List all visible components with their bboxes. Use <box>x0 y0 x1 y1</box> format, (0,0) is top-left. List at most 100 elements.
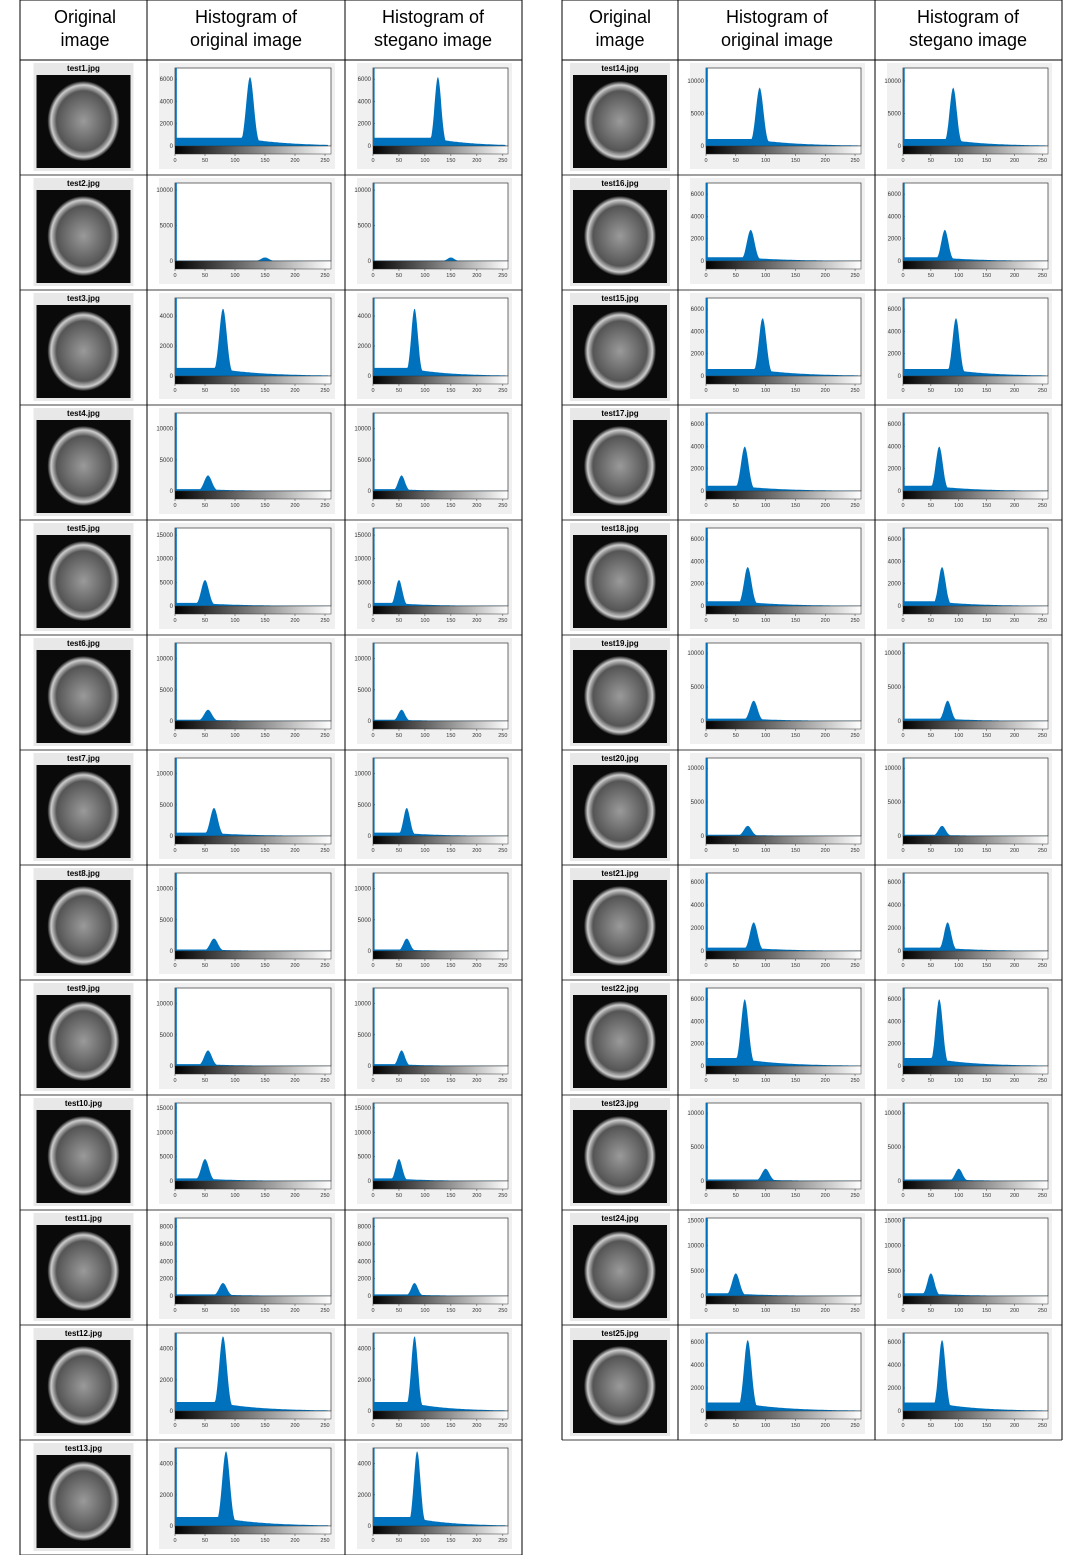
y-tick-label: 2000 <box>358 1493 372 1499</box>
x-tick-label: 100 <box>420 158 429 164</box>
x-tick-label: 100 <box>954 1308 963 1314</box>
y-tick-label: 5000 <box>888 685 902 691</box>
colorbar <box>706 491 861 499</box>
plot-area <box>903 298 1048 376</box>
x-tick-label: 150 <box>791 1308 800 1314</box>
x-tick-label: 100 <box>761 733 770 739</box>
x-tick-label: 0 <box>371 273 374 279</box>
mri-brain <box>48 541 120 621</box>
plot-area <box>175 1333 331 1411</box>
colorbar <box>903 146 1048 154</box>
x-tick-label: 0 <box>173 963 176 969</box>
x-tick-label: 150 <box>791 273 800 279</box>
plot-area <box>903 183 1048 261</box>
y-tick-label: 15000 <box>884 1219 901 1225</box>
y-tick-label: 6000 <box>691 1340 705 1346</box>
y-tick-label: 10000 <box>354 188 371 194</box>
x-tick-label: 250 <box>1038 503 1047 509</box>
x-tick-label: 50 <box>928 618 934 624</box>
y-tick-label: 6000 <box>888 1340 902 1346</box>
x-tick-label: 200 <box>472 848 481 854</box>
x-tick-label: 250 <box>320 1078 329 1084</box>
x-tick-label: 50 <box>396 388 402 394</box>
file-name: test9.jpg <box>67 984 100 993</box>
x-tick-label: 200 <box>1010 1078 1019 1084</box>
x-tick-label: 200 <box>1010 273 1019 279</box>
mri-brain <box>48 1346 120 1426</box>
y-tick-label: 5000 <box>358 458 372 464</box>
x-tick-label: 200 <box>1010 388 1019 394</box>
file-name: test7.jpg <box>67 754 100 763</box>
mri-brain <box>48 771 120 851</box>
y-tick-label: 8000 <box>358 1225 372 1231</box>
x-tick-label: 50 <box>733 158 739 164</box>
x-tick-label: 150 <box>791 848 800 854</box>
x-tick-label: 0 <box>371 1078 374 1084</box>
y-tick-label: 15000 <box>156 1106 173 1112</box>
x-tick-label: 0 <box>173 733 176 739</box>
x-tick-label: 250 <box>1038 733 1047 739</box>
x-tick-label: 100 <box>230 1078 239 1084</box>
y-tick-label: 6000 <box>888 192 902 198</box>
x-tick-label: 50 <box>733 1193 739 1199</box>
x-tick-label: 0 <box>704 158 707 164</box>
plot-area <box>373 528 508 606</box>
x-tick-label: 250 <box>320 273 329 279</box>
x-tick-label: 250 <box>850 273 859 279</box>
colorbar <box>373 261 508 269</box>
y-tick-label: 2000 <box>888 352 902 358</box>
y-tick-label: 6000 <box>691 537 705 543</box>
file-name: test5.jpg <box>67 524 100 533</box>
x-tick-label: 0 <box>173 503 176 509</box>
x-tick-label: 0 <box>901 1308 904 1314</box>
colorbar <box>373 1526 508 1534</box>
colorbar <box>175 491 331 499</box>
x-tick-label: 0 <box>901 1078 904 1084</box>
plot-area <box>903 413 1048 491</box>
x-tick-label: 200 <box>472 388 481 394</box>
y-tick-label: 6000 <box>888 422 902 428</box>
file-name: test22.jpg <box>601 984 638 993</box>
colorbar <box>373 721 508 729</box>
x-tick-label: 100 <box>761 158 770 164</box>
x-tick-label: 150 <box>260 848 269 854</box>
x-tick-label: 0 <box>901 388 904 394</box>
x-tick-label: 250 <box>498 1423 507 1429</box>
y-tick-label: 5000 <box>888 1269 902 1275</box>
x-tick-label: 250 <box>1038 158 1047 164</box>
x-tick-label: 0 <box>704 733 707 739</box>
x-tick-label: 250 <box>1038 1423 1047 1429</box>
x-tick-label: 0 <box>173 158 176 164</box>
y-tick-label: 4000 <box>691 1019 705 1025</box>
mri-brain <box>584 656 656 736</box>
y-tick-label: 6000 <box>691 307 705 313</box>
x-tick-label: 150 <box>446 963 455 969</box>
x-tick-label: 100 <box>230 503 239 509</box>
x-tick-label: 150 <box>982 618 991 624</box>
y-tick-label: 4000 <box>160 99 174 105</box>
x-tick-label: 100 <box>420 848 429 854</box>
x-tick-label: 150 <box>982 733 991 739</box>
mri-brain <box>48 196 120 276</box>
x-tick-label: 100 <box>230 273 239 279</box>
x-tick-label: 0 <box>371 618 374 624</box>
y-tick-label: 4000 <box>888 559 902 565</box>
x-tick-label: 200 <box>1010 503 1019 509</box>
x-tick-label: 150 <box>982 503 991 509</box>
y-tick-label: 5000 <box>691 1269 705 1275</box>
x-tick-label: 250 <box>320 1193 329 1199</box>
plot-area <box>175 413 331 491</box>
y-tick-label: 4000 <box>888 1363 902 1369</box>
x-tick-label: 0 <box>173 848 176 854</box>
x-tick-label: 0 <box>371 1193 374 1199</box>
y-tick-label: 4000 <box>160 314 174 320</box>
colorbar <box>706 836 861 844</box>
colorbar <box>706 1296 861 1304</box>
y-tick-label: 4000 <box>160 1259 174 1265</box>
plot-area <box>175 988 331 1066</box>
x-tick-label: 250 <box>1038 388 1047 394</box>
colorbar <box>903 836 1048 844</box>
x-tick-label: 0 <box>173 273 176 279</box>
x-tick-label: 250 <box>320 1423 329 1429</box>
x-tick-label: 250 <box>320 733 329 739</box>
